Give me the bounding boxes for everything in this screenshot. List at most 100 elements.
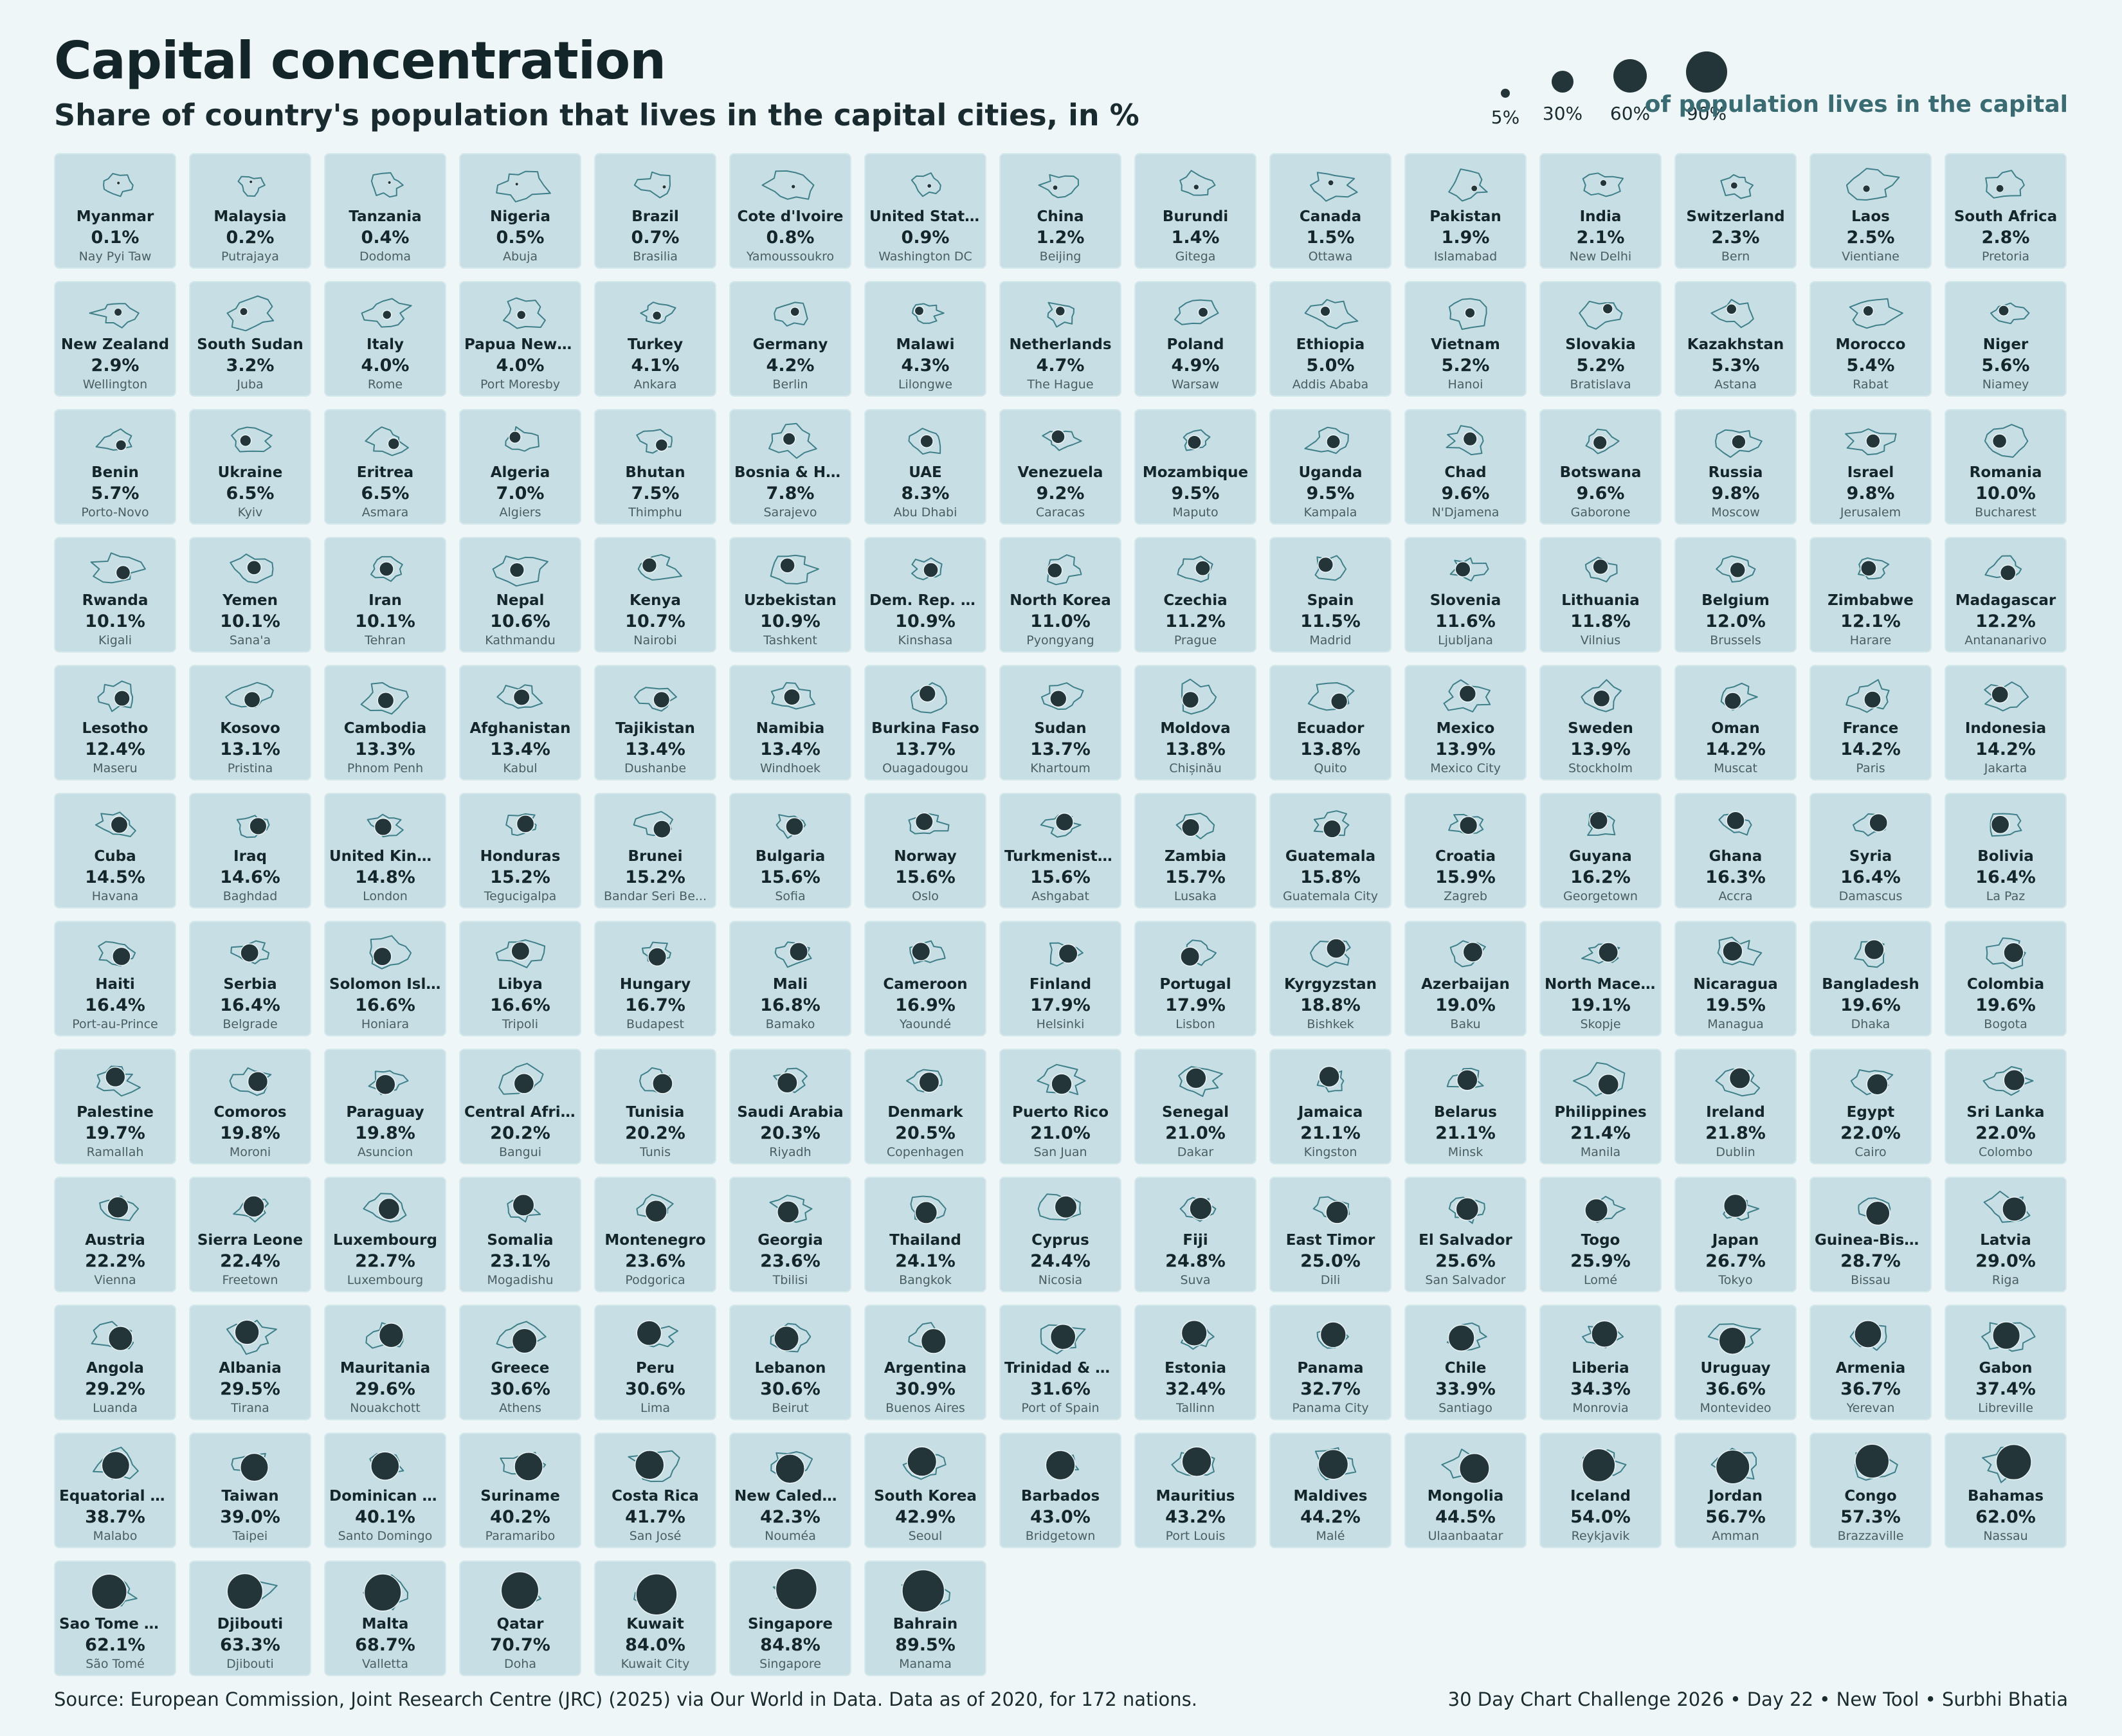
capital-share-dot (1049, 690, 1067, 708)
country-shape-area (636, 1320, 678, 1348)
capital-share-value: 30.6% (490, 1379, 550, 1399)
country-tile: Pakistan 1.9% Islamabad (1404, 153, 1527, 269)
capital-share-value: 16.3% (1705, 867, 1766, 887)
country-name: Bosnia & Herz. (734, 464, 846, 481)
country-shape-area (91, 1321, 134, 1352)
capital-name: Kigali (98, 633, 132, 647)
capital-name: Pyongyang (1026, 633, 1094, 647)
country-tile: Rwanda 10.1% Kigali (54, 537, 176, 653)
country-name: United States (869, 208, 981, 225)
country-shape-area (231, 426, 273, 453)
country-shape-area (1183, 429, 1211, 451)
country-shape-area (1850, 1069, 1894, 1096)
country-name: Latvia (1980, 1232, 2031, 1249)
capital-name: Madrid (1309, 633, 1352, 647)
capital-share-value: 13.1% (220, 739, 280, 759)
capital-share-value: 14.2% (1840, 739, 1901, 759)
capital-share-value: 9.5% (1171, 484, 1220, 503)
capital-share-dot (110, 815, 129, 834)
capital-name: Mexico City (1430, 761, 1501, 775)
country-tile: Colombia 19.6% Bogota (1945, 921, 2067, 1036)
capital-name: Tirana (231, 1401, 269, 1415)
capital-name: Islamabad (1433, 249, 1498, 264)
capital-share-value: 29.2% (85, 1379, 145, 1399)
capital-share-value: 37.4% (1975, 1379, 2036, 1399)
capital-share-value: 16.9% (895, 995, 956, 1015)
country-name: Malta (361, 1616, 409, 1632)
country-outline (1587, 810, 1616, 836)
capital-name: Lima (640, 1401, 670, 1415)
capital-share-dot (2003, 942, 2024, 963)
capital-share-value: 9.8% (1711, 484, 1760, 503)
capital-share-dot (1181, 691, 1200, 709)
country-shape-area (768, 422, 817, 459)
country-tile: Libya 16.6% Tripoli (459, 921, 581, 1036)
capital-name: Ulaanbaatar (1428, 1529, 1503, 1543)
capital-share-dot (1602, 303, 1613, 314)
country-outline (637, 554, 682, 581)
country-tile: Lithuania 11.8% Vilnius (1539, 537, 1662, 653)
legend-dot (1552, 71, 1573, 93)
country-shape-area (902, 1446, 947, 1480)
country-shape-area (365, 426, 409, 457)
country-shape-area (642, 941, 671, 967)
country-shape-area (225, 682, 274, 709)
country-outline (1710, 1447, 1757, 1480)
country-tile: Zambia 15.7% Lusaka (1134, 793, 1256, 909)
country-outline (370, 172, 404, 198)
country-outline (1707, 1323, 1761, 1352)
country-tile: France 14.2% Paris (1809, 665, 1932, 781)
capital-name: Sana'a (229, 633, 271, 647)
capital-name: Beijing (1039, 249, 1082, 264)
country-shape-area (363, 1573, 408, 1612)
country-outline (89, 303, 140, 329)
source-note: Source: European Commission, Joint Resea… (54, 1688, 1197, 1710)
country-name: Namibia (756, 720, 825, 737)
country-tile: Jordan 56.7% Amman (1674, 1433, 1797, 1548)
country-outline (1042, 430, 1082, 451)
country-shape-area (1581, 1448, 1627, 1483)
capital-name: Managua (1707, 1017, 1764, 1031)
country-name: Czechia (1163, 592, 1228, 609)
capital-name: Athens (499, 1401, 541, 1415)
country-tile: UAE 8.3% Abu Dhabi (864, 409, 986, 525)
capital-share-value: 17.9% (1030, 995, 1091, 1015)
capital-share-dot (370, 1451, 400, 1481)
country-tile: Philippines 21.4% Manila (1539, 1049, 1662, 1164)
capital-share-dot (927, 183, 932, 188)
country-tile: Switzerland 2.3% Bern (1674, 153, 1797, 269)
country-shape-area (95, 428, 132, 451)
capital-share-dot (1447, 1324, 1475, 1352)
country-name: Colombia (1966, 976, 2045, 993)
country-tile: Lebanon 30.6% Beirut (729, 1305, 851, 1420)
capital-share-value: 1.2% (1036, 228, 1085, 248)
capital-share-dot (1592, 558, 1609, 575)
capital-share-dot (114, 308, 122, 316)
country-name: Liberia (1572, 1360, 1629, 1377)
country-tile: Fiji 24.8% Suva (1134, 1177, 1256, 1292)
country-tile: Qatar 70.7% Doha (459, 1560, 581, 1676)
capital-name: Buenos Aires (885, 1401, 965, 1415)
country-shape-area (1582, 1320, 1624, 1348)
country-name: Kenya (630, 592, 681, 609)
country-tile: Guinea-Bissau 28.7% Bissau (1809, 1177, 1932, 1292)
capital-name: Nairobi (633, 633, 677, 647)
capital-share-dot (1047, 562, 1063, 579)
capital-share-dot (378, 1323, 404, 1348)
country-tile: Japan 26.7% Tokyo (1674, 1177, 1797, 1292)
country-shape-area (1045, 1450, 1080, 1481)
capital-share-value: 10.1% (85, 611, 145, 631)
country-tile: Morocco 5.4% Rabat (1809, 281, 1932, 397)
country-tile: Cyprus 24.4% Nicosia (999, 1177, 1121, 1292)
capital-share-dot (1998, 305, 2009, 317)
capital-share-dot (1592, 435, 1608, 450)
country-shape-area (492, 556, 549, 587)
capital-share-value: 12.4% (85, 739, 145, 759)
capital-share-dot (1730, 181, 1738, 190)
country-tile: Chad 9.6% N'Djamena (1404, 409, 1527, 525)
capital-share-value: 44.5% (1435, 1507, 1496, 1527)
country-tile: Togo 25.9% Lomé (1539, 1177, 1662, 1292)
country-name: Equatorial G... (59, 1488, 171, 1505)
legend-item-90: 90% (1668, 51, 1745, 124)
capital-share-dot (1055, 305, 1066, 317)
